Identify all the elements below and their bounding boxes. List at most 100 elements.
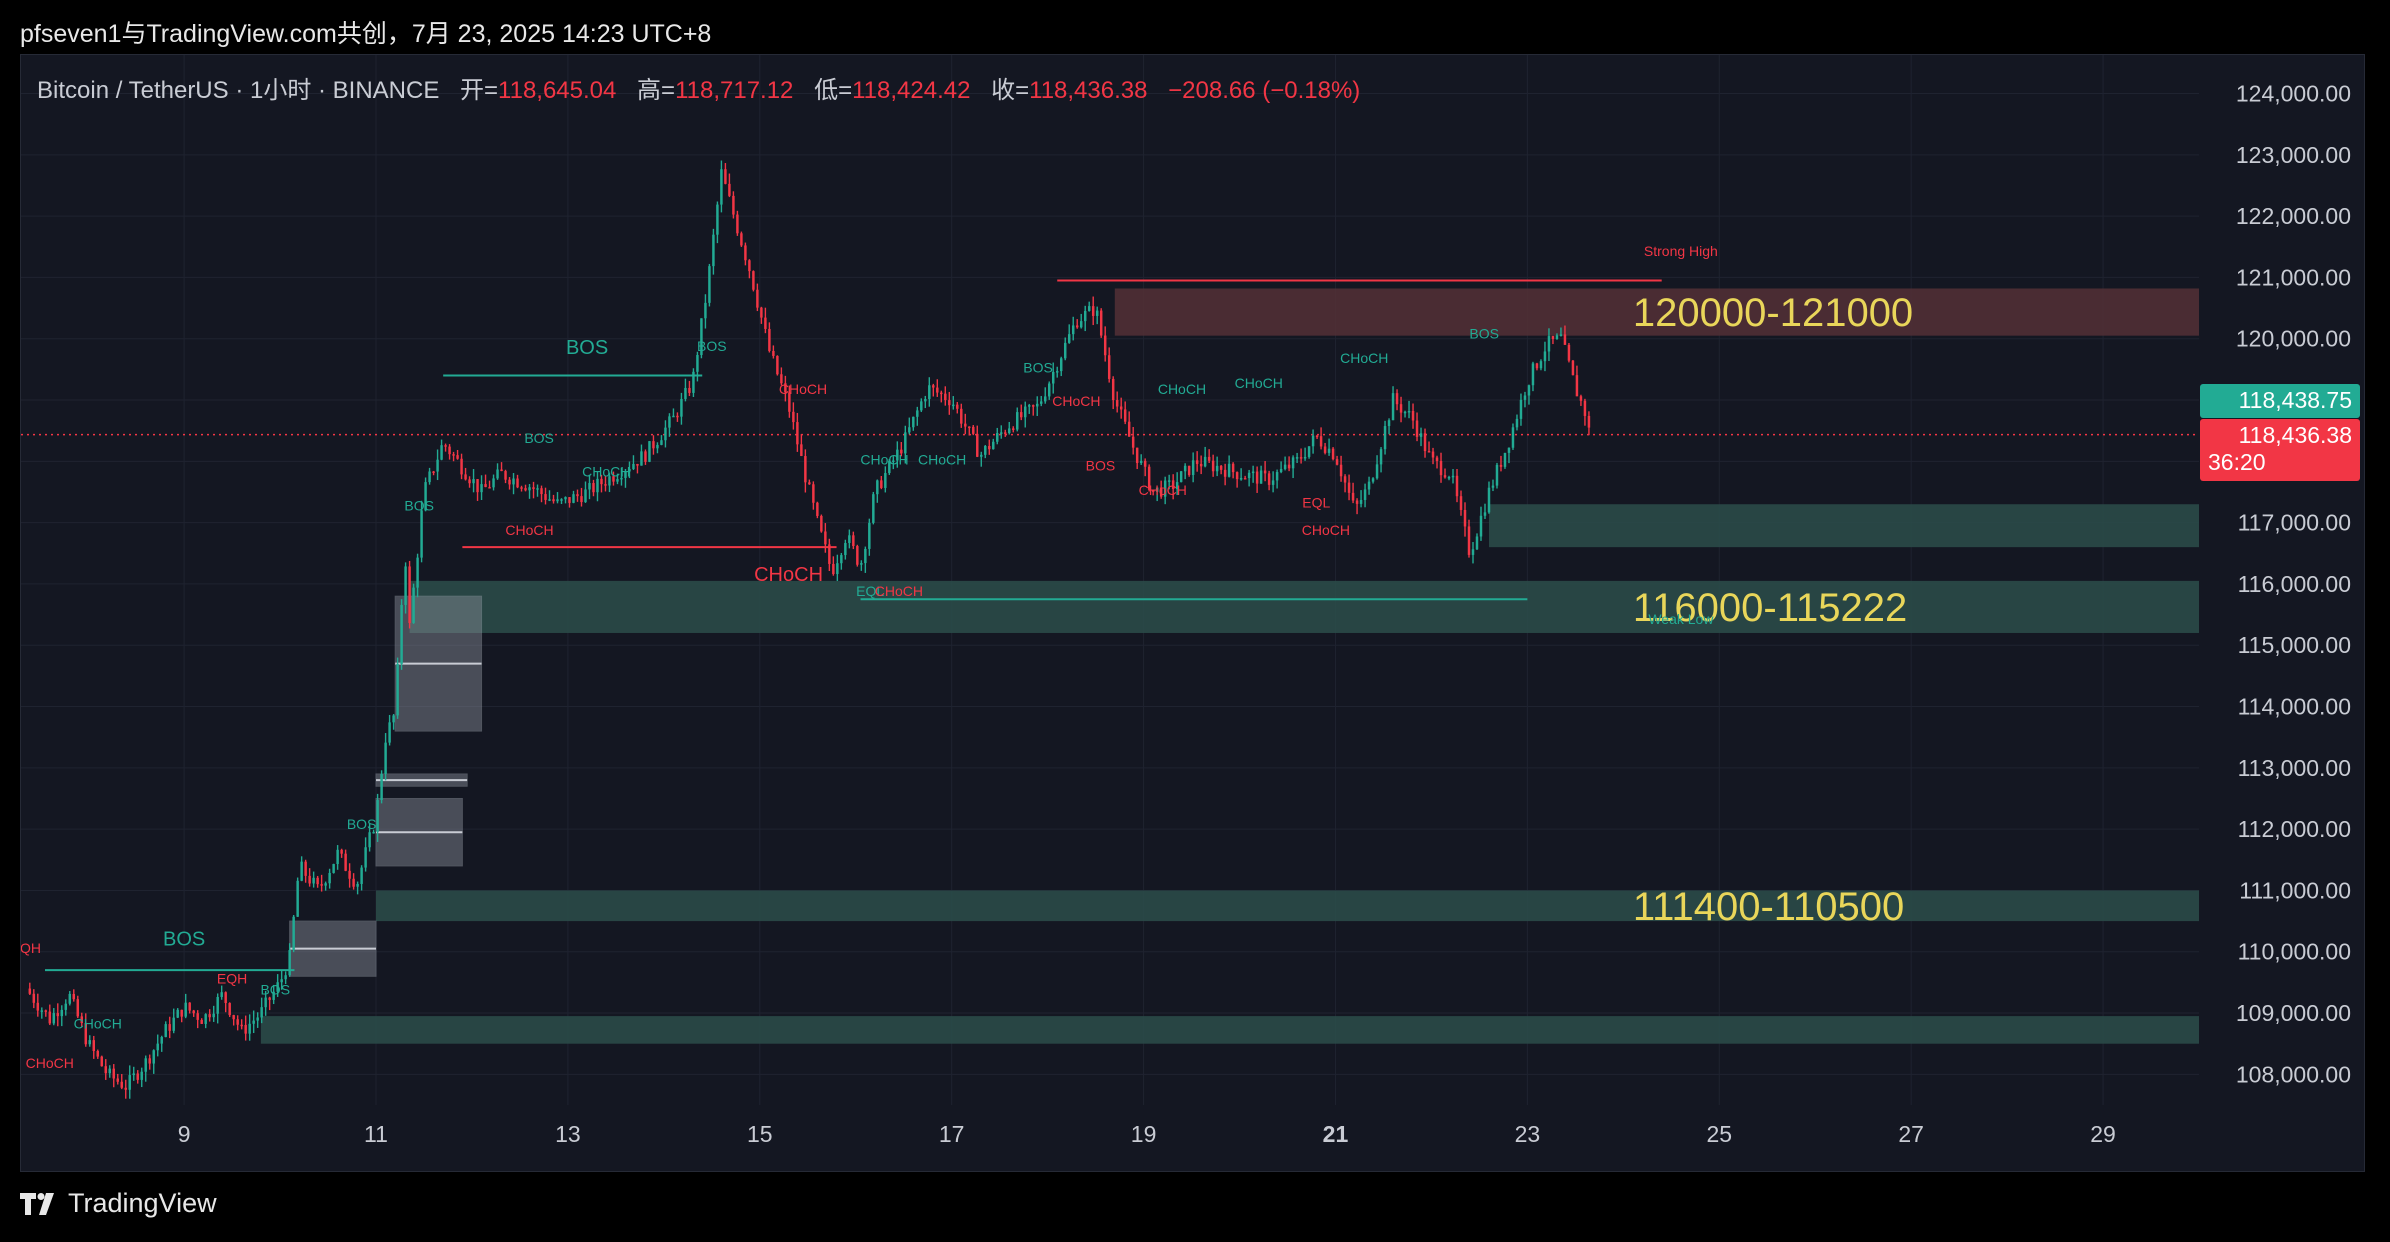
y-tick-label: 110,000.00 [2238,939,2351,965]
x-tick-label: 13 [555,1121,581,1147]
candle-body [1195,460,1199,464]
candle-body [544,494,547,500]
x-tick-label: 29 [2090,1121,2116,1147]
candle-body [212,1013,215,1018]
candle-body [272,991,275,1000]
candle-body [960,408,963,424]
candle-body [1583,400,1587,416]
candle-body [448,446,451,455]
zone-demand [1488,504,2199,548]
candle-body [380,773,383,801]
candle-body [1235,472,1239,480]
candle-body [1475,536,1479,550]
symbol-name[interactable]: Bitcoin / TetherUS · 1小时 · BINANCE [37,77,440,104]
candle-body [268,997,271,1000]
annotation-label: CHoCH [1340,350,1388,366]
candle-body [188,1002,191,1011]
candle-body [288,950,291,976]
candle-body [1487,487,1491,513]
y-tick-label: 117,000.00 [2238,510,2351,536]
annotation-label: BOS [566,337,608,359]
high-label: 高= [637,77,676,104]
candle-body [592,483,595,493]
candle-body [1016,412,1019,430]
candle-body [232,1015,235,1020]
candle-body [328,872,331,884]
candle-body [1463,509,1467,527]
annotation-label: EQL [1302,494,1330,510]
candle-body [44,1010,48,1012]
candle-body [1127,421,1131,437]
candle-body [1315,435,1319,438]
candle-body [548,499,551,501]
candle-body [912,416,915,428]
candle-body [440,445,443,460]
candle-body [612,476,615,482]
candle-body [456,455,459,459]
candle-body [948,400,951,406]
candle-body [180,1009,183,1017]
candle-body [1123,409,1127,422]
candle-body [1059,358,1063,372]
x-tick-label: 23 [1515,1121,1541,1147]
candle-body [884,473,887,488]
candles-layer [28,160,1591,1099]
x-tick-label: 19 [1131,1121,1157,1147]
candle-body [744,245,747,261]
candle-body [1039,401,1043,404]
candle-body [840,555,843,564]
annotation-label: CHoCH [1158,381,1206,397]
zone-label: 120000-121000 [1633,291,1913,335]
annotation-label: BOS [697,338,727,354]
candle-body [860,563,863,565]
candle-body [716,204,719,235]
candle-body [692,371,695,393]
candle-body [408,566,411,623]
candle-body [1215,465,1219,472]
candle-body [724,169,727,184]
candle-body [1307,446,1311,457]
candle-body [1231,463,1235,473]
candle-body [1363,489,1367,500]
candle-body [560,499,563,501]
x-tick-label: 25 [1706,1121,1732,1147]
candle-body [1415,420,1419,437]
candle-body [740,233,743,246]
candle-body [480,484,483,493]
candle-body [1439,461,1443,476]
candle-body [1347,482,1351,493]
y-tick-label: 121,000.00 [2236,264,2351,290]
annotation-label: BOS [1023,359,1053,375]
candle-body [164,1024,167,1038]
candle-body [360,867,363,884]
candle-body [1259,470,1263,484]
annotation-label: BOS [347,816,377,832]
y-tick-label: 111,000.00 [2239,877,2351,903]
candle-body [1028,405,1031,407]
candle-body [1351,492,1355,501]
candle-body [728,183,731,196]
tradingview-logo[interactable]: TradingView [20,1188,217,1219]
candle-body [1587,415,1591,428]
candle-body [1447,477,1451,479]
candle-body [1559,334,1563,336]
candle-body [1271,480,1275,485]
annotation-label: CHoCH [582,464,630,480]
candle-body [356,883,359,887]
candle-body [776,355,779,375]
candle-body [696,354,699,372]
candle-body [1163,480,1167,497]
candle-body [416,557,419,588]
candle-body [492,478,495,488]
candle-body [1063,342,1067,359]
candle-body [752,271,755,290]
chart-panel[interactable]: 120000-121000 116000-115222 111400-110500 … [20,54,2365,1172]
candle-body [1563,334,1567,345]
candlestick-chart[interactable]: 120000-121000116000-115222111400-110500 … [21,55,2364,1171]
candle-body [464,474,467,480]
candle-body [1311,435,1315,447]
candle-body [672,415,675,418]
symbol-legend: Bitcoin / TetherUS · 1小时 · BINANCE 开=118… [37,70,1360,105]
annotation-label: BOS [524,430,554,446]
annotation-label: CHoCH [918,451,966,467]
